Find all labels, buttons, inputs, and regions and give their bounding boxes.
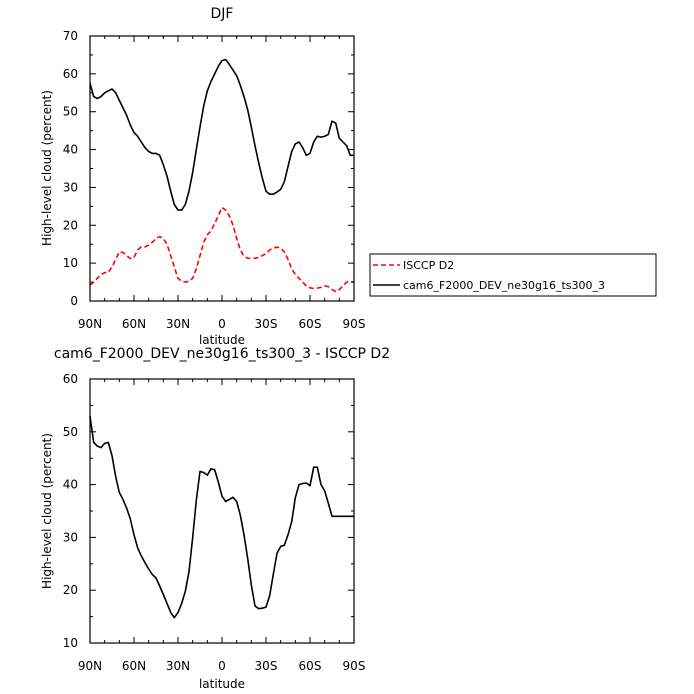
x-axis-label: latitude bbox=[199, 677, 245, 691]
chart-panel-bottom: cam6_F2000_DEV_ne30g16_ts300_3 - ISCCP D… bbox=[40, 346, 390, 691]
y-tick-label: 50 bbox=[63, 105, 78, 119]
y-tick-label: 60 bbox=[63, 67, 78, 81]
legend-label-isccp: ISCCP D2 bbox=[403, 259, 454, 272]
legend-box bbox=[369, 253, 657, 297]
y-tick-label: 0 bbox=[70, 294, 78, 308]
x-tick-label: 90N bbox=[78, 659, 102, 673]
x-tick-label: 30N bbox=[166, 317, 190, 331]
series-line-1 bbox=[89, 58, 354, 211]
y-tick-label: 60 bbox=[63, 372, 78, 386]
series-line-0 bbox=[89, 415, 354, 619]
plot-frame bbox=[89, 378, 355, 644]
x-tick-label: 60N bbox=[122, 659, 146, 673]
y-tick-label: 30 bbox=[63, 530, 78, 544]
x-tick-label: 60S bbox=[299, 317, 322, 331]
x-tick-label: 30S bbox=[255, 659, 278, 673]
legend: ISCCP D2 cam6_F2000_DEV_ne30g16_ts300_3 bbox=[369, 253, 657, 297]
plot-frame bbox=[89, 35, 355, 302]
y-axis-label: High-level cloud (percent) bbox=[40, 90, 54, 246]
plot-area: 10 20 30 40 50 60 90N 60N 30N 0 30S 60S 90S bbox=[63, 372, 366, 673]
x-axis-label: latitude bbox=[199, 333, 245, 347]
x-tick-label: 90N bbox=[78, 317, 102, 331]
chart-panel-top: DJF High-level cloud (percent) latitude … bbox=[40, 6, 657, 347]
y-axis-label: High-level cloud (percent) bbox=[40, 433, 54, 589]
y-tick-label: 30 bbox=[63, 180, 78, 194]
y-tick-label: 50 bbox=[63, 425, 78, 439]
x-tick-label: 90S bbox=[343, 317, 366, 331]
y-tick-label: 20 bbox=[63, 583, 78, 597]
y-tick-label: 20 bbox=[63, 218, 78, 232]
y-tick-label: 10 bbox=[63, 256, 78, 270]
y-tick-label: 70 bbox=[63, 29, 78, 43]
x-tick-label: 0 bbox=[218, 317, 226, 331]
x-tick-label: 30N bbox=[166, 659, 190, 673]
chart-title: DJF bbox=[211, 6, 234, 22]
plot-area: 0 10 20 30 40 50 60 70 90N 60N 30N 0 30S 60S 90S bbox=[63, 29, 366, 331]
legend-label-model: cam6_F2000_DEV_ne30g16_ts300_3 bbox=[403, 279, 605, 292]
y-tick-label: 10 bbox=[63, 636, 78, 650]
x-tick-label: 60S bbox=[299, 659, 322, 673]
y-tick-label: 40 bbox=[63, 478, 78, 492]
x-tick-label: 60N bbox=[122, 317, 146, 331]
x-tick-label: 0 bbox=[218, 659, 226, 673]
x-tick-label: 90S bbox=[343, 659, 366, 673]
series-line-0 bbox=[89, 206, 354, 293]
chart-title: cam6_F2000_DEV_ne30g16_ts300_3 - ISCCP D… bbox=[54, 346, 390, 362]
y-tick-label: 40 bbox=[63, 143, 78, 157]
x-tick-label: 30S bbox=[255, 317, 278, 331]
